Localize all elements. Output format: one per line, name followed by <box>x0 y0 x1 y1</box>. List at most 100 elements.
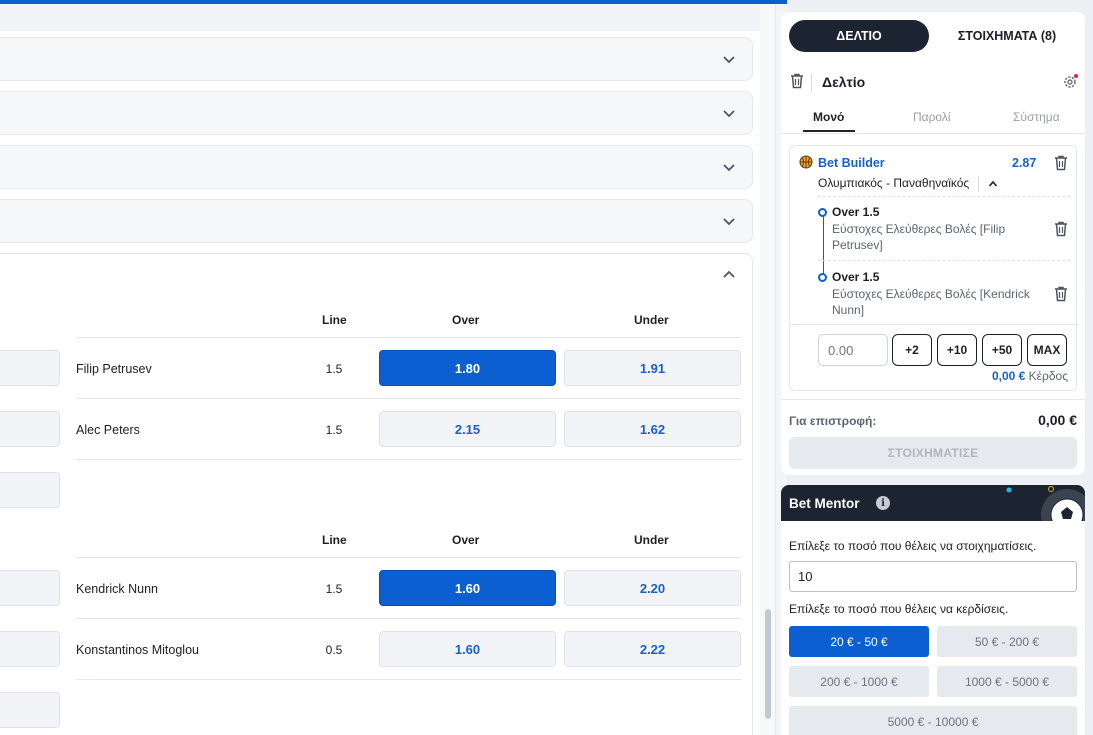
odds-under-button[interactable]: 1.62 <box>564 411 741 447</box>
player-name: Filip Petrusev <box>76 362 152 376</box>
chevron-up-icon[interactable] <box>988 179 998 189</box>
header-under: Under <box>634 533 669 547</box>
divider <box>76 398 742 399</box>
odds-button-partial[interactable] <box>0 472 60 508</box>
return-row: Για επιστροφή: 0,00 € ΣΤΟΙΧΗΜΑΤΙΣΕ <box>781 399 1085 475</box>
chevron-up-icon[interactable] <box>722 268 736 282</box>
odds-button-partial[interactable] <box>0 350 60 386</box>
selection-connector <box>823 216 824 278</box>
gear-icon[interactable] <box>1062 74 1078 90</box>
chevron-down-icon <box>723 110 735 118</box>
odds-under-button[interactable]: 1.91 <box>564 350 741 386</box>
bet-mentor-header: Bet Mentor i <box>781 485 1085 521</box>
place-bet-button[interactable]: ΣΤΟΙΧΗΜΑΤΙΣΕ <box>789 437 1077 469</box>
quick-stake-50-button[interactable]: +50 <box>982 334 1022 366</box>
return-value: 0,00 € <box>1038 412 1077 428</box>
tab-my-bets[interactable]: ΣΤΟΙΧΗΜΑΤΑ (8) <box>957 29 1057 43</box>
odds-button-partial[interactable] <box>0 692 60 728</box>
return-label: Για επιστροφή: <box>789 414 877 428</box>
win-prompt: Επίλεξε το ποσό που θέλεις να κερδίσεις. <box>789 602 1009 616</box>
market-accordion-3[interactable] <box>0 145 753 189</box>
divider <box>76 557 742 558</box>
tab-betslip[interactable]: ΔΕΛΤΙΟ <box>789 20 929 52</box>
selection-name: Over 1.5 <box>832 205 880 219</box>
odds-over-button[interactable]: 1.80 <box>379 350 556 386</box>
header-line: Line <box>322 533 347 547</box>
bet-mentor: Bet Mentor i Επίλεξε το ποσό που θέλεις … <box>781 485 1085 735</box>
chevron-down-icon <box>723 56 735 64</box>
trash-icon[interactable] <box>790 73 804 89</box>
odds-under-button[interactable]: 2.20 <box>564 570 741 606</box>
tab-single[interactable]: Μονό <box>813 110 845 124</box>
odds-button-partial[interactable] <box>0 411 60 447</box>
stake-row: +2 +10 +50 MAX <box>790 324 1078 366</box>
bet-type-label: Bet Builder <box>818 156 885 170</box>
quick-stake-max-button[interactable]: MAX <box>1027 334 1067 366</box>
markets-area: Line Over Under Filip Petrusev 1.5 1.80 … <box>0 4 787 735</box>
divider <box>818 260 1070 261</box>
stake-input[interactable] <box>818 334 888 366</box>
range-option[interactable]: 1000 € - 5000 € <box>937 666 1077 697</box>
chevron-down-icon <box>723 218 735 226</box>
selection-name: Over 1.5 <box>832 270 880 284</box>
player-line: 1.5 <box>325 582 343 596</box>
trash-icon[interactable] <box>1054 221 1068 237</box>
match-name: Ολυμπιακός - Παναθηναϊκός <box>818 176 970 190</box>
profit-value: 0,00 € <box>991 369 1026 383</box>
quick-stake-2-button[interactable]: +2 <box>892 334 932 366</box>
info-icon[interactable]: i <box>876 496 890 510</box>
basketball-icon <box>799 155 813 169</box>
header-under: Under <box>634 313 669 327</box>
divider <box>76 679 742 680</box>
header-line: Line <box>322 313 347 327</box>
scrollbar[interactable] <box>760 4 787 735</box>
profit-label: Κέρδος <box>1028 369 1068 383</box>
separator <box>811 74 812 92</box>
range-option[interactable]: 200 € - 1000 € <box>789 666 929 697</box>
odds-button-partial[interactable] <box>0 631 60 667</box>
odds-over-button[interactable]: 1.60 <box>379 631 556 667</box>
selection-desc: Εύστοχες Ελεύθερες Βολές [Filip Petrusev… <box>832 222 1006 252</box>
quick-stake-10-button[interactable]: +10 <box>937 334 977 366</box>
selection-desc: Εύστοχες Ελεύθερες Βολές [Kendrick Nunn] <box>832 287 1030 317</box>
odds-over-button[interactable]: 2.15 <box>379 411 556 447</box>
selection-dot <box>818 208 827 217</box>
active-tab-indicator <box>803 130 855 132</box>
bet-odds: 2.87 <box>1012 156 1037 170</box>
player-name: Alec Peters <box>76 423 140 437</box>
market-accordion-4[interactable] <box>0 199 753 243</box>
separator <box>978 176 979 192</box>
betslip-title-row: Δελτίο <box>781 68 1085 96</box>
player-name: Konstantinos Mitoglou <box>76 643 199 657</box>
market-accordion-2[interactable] <box>0 91 753 135</box>
tab-parlay[interactable]: Παρολί <box>913 110 951 124</box>
odds-over-button[interactable]: 1.60 <box>379 570 556 606</box>
odds-under-button[interactable]: 2.22 <box>564 631 741 667</box>
bet-type-tabs: Μονό Παρολί Σύστημα <box>781 108 1085 134</box>
range-option[interactable]: 50 € - 200 € <box>937 626 1077 657</box>
scrollbar-thumb[interactable] <box>765 609 771 719</box>
player-line: 0.5 <box>325 643 343 657</box>
trash-icon[interactable] <box>1054 155 1068 171</box>
chevron-down-icon <box>723 164 735 172</box>
player-line: 1.5 <box>325 362 343 376</box>
tab-system[interactable]: Σύστημα <box>1013 110 1060 124</box>
range-option[interactable]: 5000 € - 10000 € <box>789 706 1077 735</box>
trash-icon[interactable] <box>1054 286 1068 302</box>
header-over: Over <box>452 313 480 327</box>
markets-header-strip <box>0 4 760 31</box>
bet-mentor-title: Bet Mentor <box>789 496 860 511</box>
header-over: Over <box>452 533 480 547</box>
player-name: Kendrick Nunn <box>76 582 158 596</box>
betslip-title: Δελτίο <box>822 74 866 90</box>
scrollbar-track <box>760 4 776 735</box>
odds-button-partial[interactable] <box>0 570 60 606</box>
divider <box>818 196 1070 197</box>
profit-display: 0,00 € Κέρδος <box>992 369 1068 383</box>
selection-dot <box>818 273 827 282</box>
betslip-tabs: ΔΕΛΤΙΟ ΣΤΟΙΧΗΜΑΤΑ (8) <box>789 20 1077 52</box>
mentor-stake-input[interactable] <box>789 561 1077 592</box>
market-accordion-1[interactable] <box>0 37 753 81</box>
range-option[interactable]: 20 € - 50 € <box>789 626 929 657</box>
soccer-ball-icon <box>1006 486 1085 521</box>
